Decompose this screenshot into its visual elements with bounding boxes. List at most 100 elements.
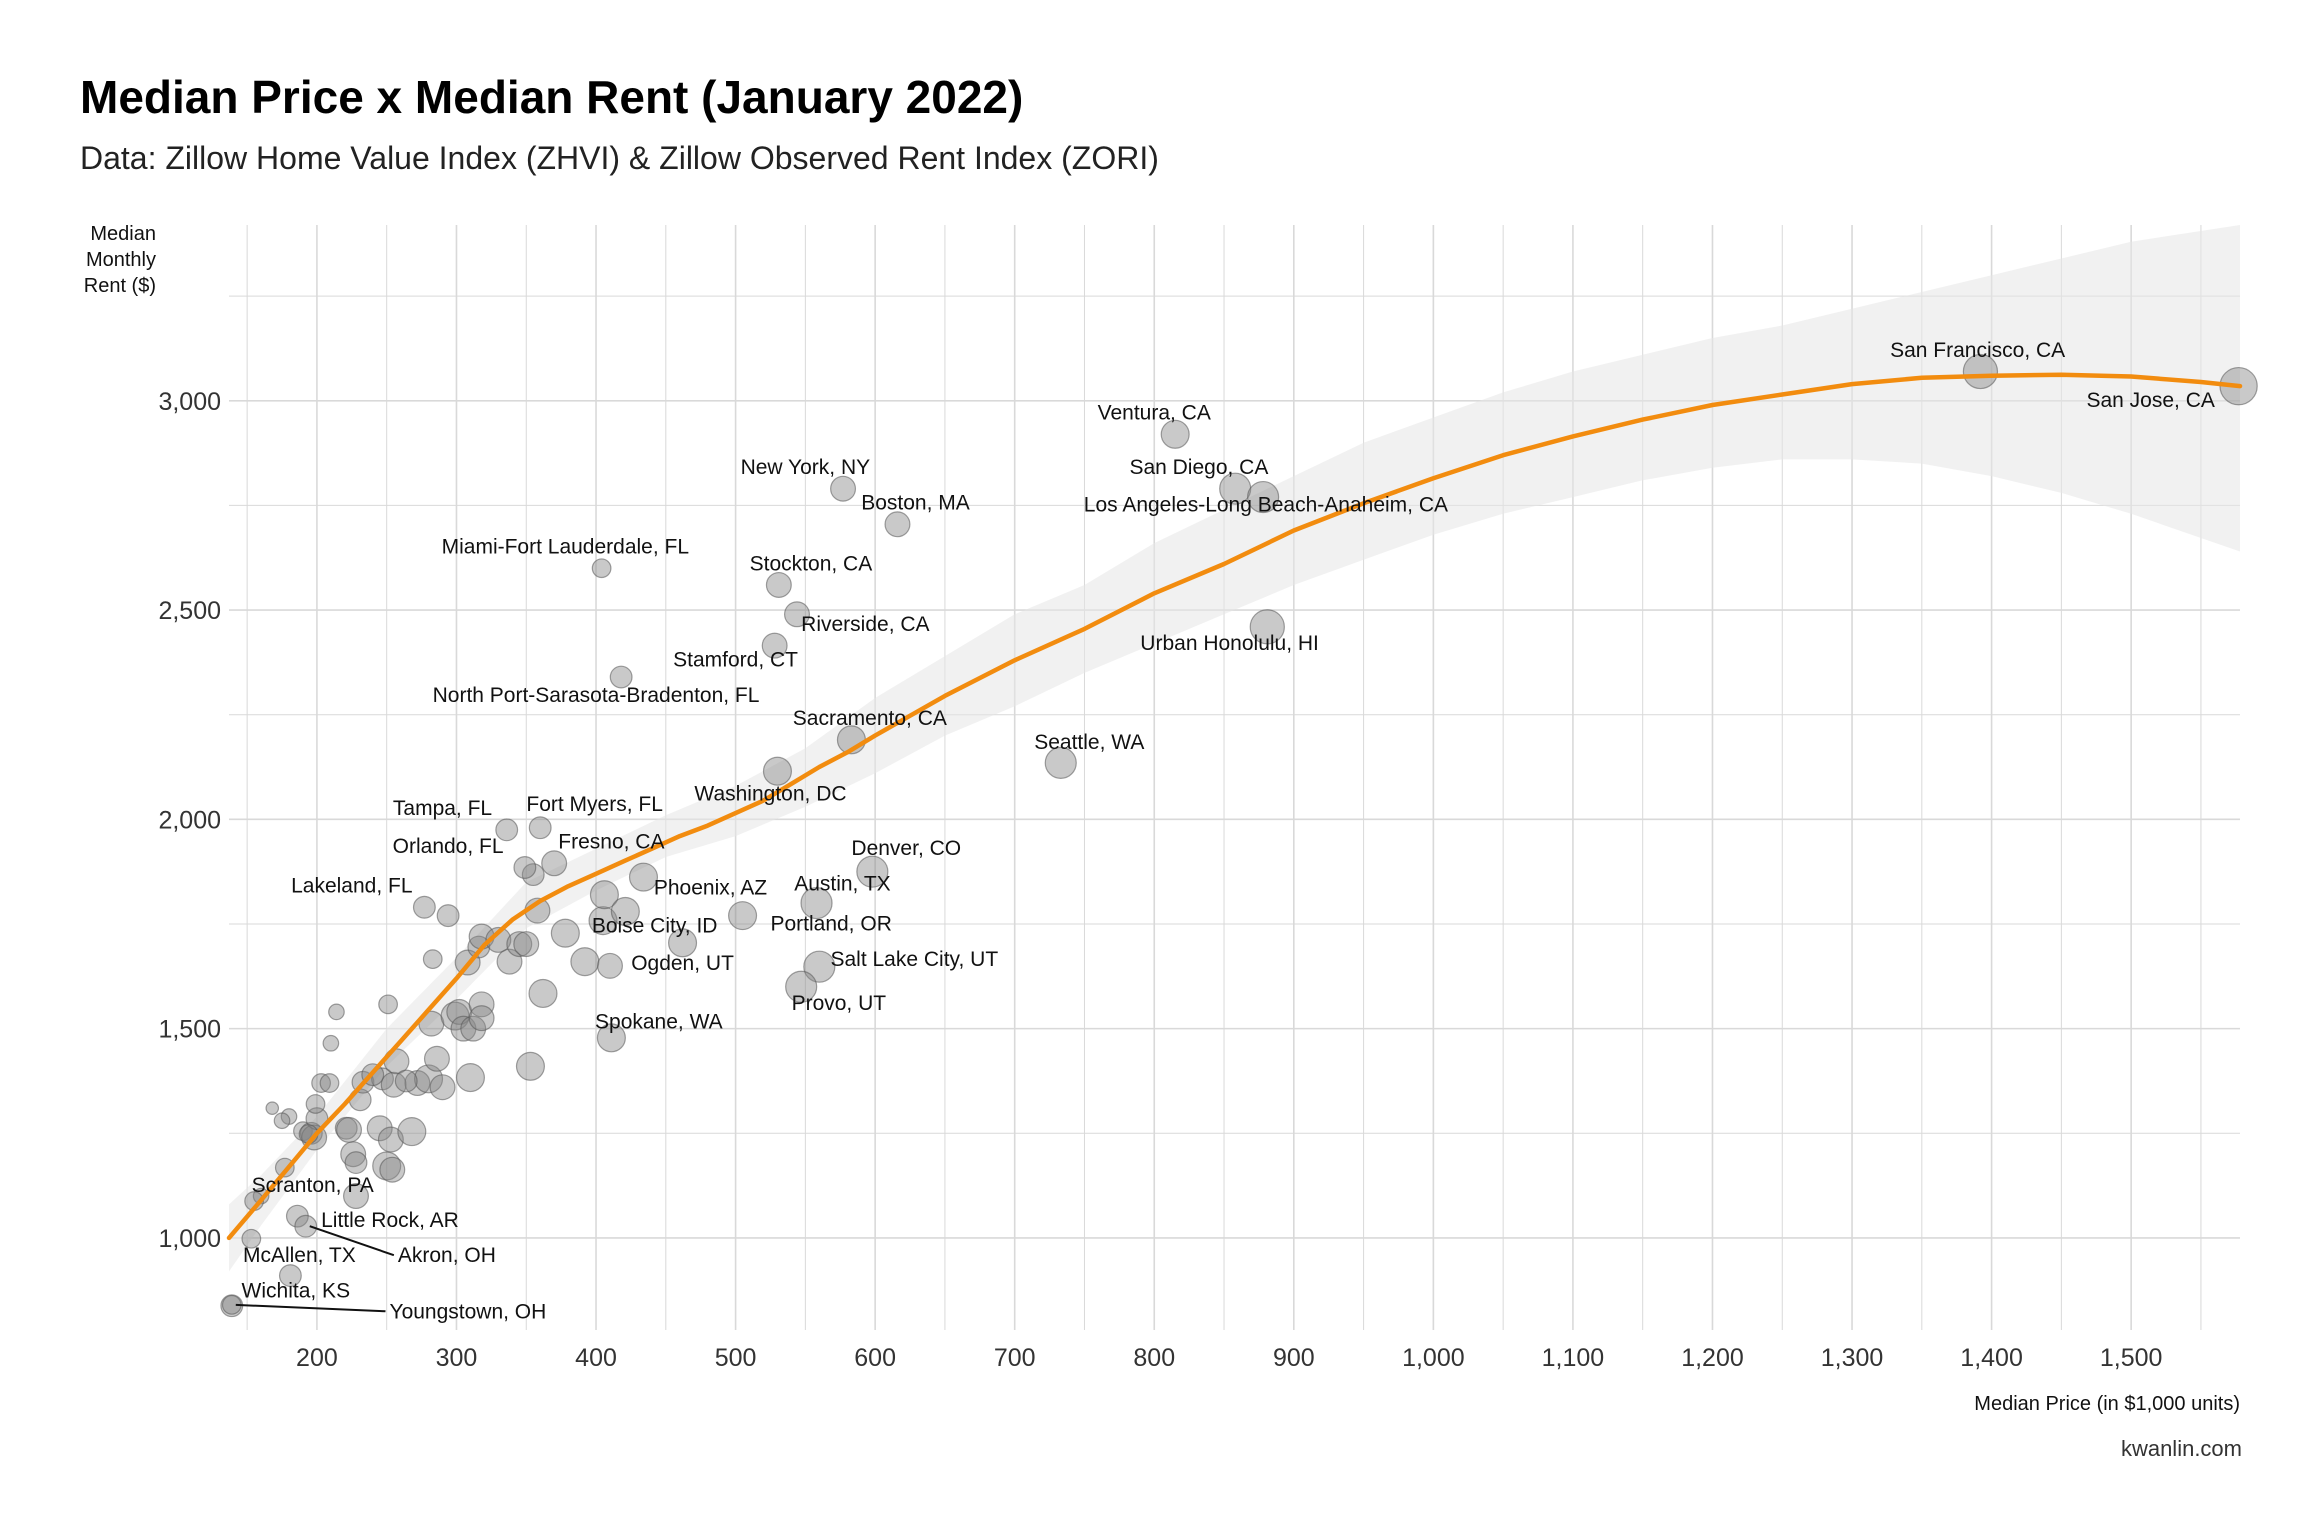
data-points	[220, 353, 2258, 1318]
data-point	[377, 1126, 404, 1153]
data-point-labeled	[785, 970, 818, 1003]
data-point-labeled	[830, 475, 857, 502]
data-point-labeled	[628, 862, 659, 892]
data-point-labeled	[294, 1214, 318, 1238]
leader-line	[309, 1225, 395, 1257]
y-tick-label: 3,000	[158, 388, 221, 416]
data-point-labeled	[728, 901, 758, 931]
data-point	[589, 880, 619, 910]
data-point-labeled	[762, 756, 793, 786]
x-tick-label: 700	[994, 1344, 1036, 1372]
point-label: Lakeland, FL	[291, 875, 412, 898]
point-label: Stockton, CA	[750, 552, 873, 575]
data-point	[344, 1151, 368, 1175]
data-point	[436, 904, 460, 928]
point-label: Akron, OH	[398, 1244, 496, 1267]
data-point	[455, 1063, 485, 1093]
data-point	[506, 931, 533, 958]
point-label: Scranton, PA	[252, 1174, 374, 1197]
leader-line	[235, 1303, 386, 1313]
point-label: Portland, OR	[770, 912, 891, 935]
data-point	[311, 1073, 332, 1093]
data-point	[336, 1116, 363, 1143]
data-point	[328, 1003, 345, 1021]
data-point-labeled	[591, 558, 612, 579]
x-tick-label: 600	[854, 1344, 896, 1372]
point-label: Boise City, ID	[592, 914, 718, 937]
point-label: McAllen, TX	[243, 1244, 356, 1267]
y-axis-title-line: Monthly	[86, 249, 156, 271]
point-label: Salt Lake City, UT	[830, 948, 998, 971]
data-point	[588, 906, 618, 936]
data-point-labeled	[765, 571, 792, 598]
data-point	[342, 1183, 369, 1210]
point-label: Sacramento, CA	[793, 707, 947, 730]
data-point	[468, 1005, 495, 1032]
x-tick-label: 1,000	[1402, 1344, 1465, 1372]
data-point-labeled	[1962, 353, 1999, 390]
point-label: Stamford, CT	[673, 649, 798, 672]
confidence-band-area	[229, 225, 2240, 1272]
data-point-labeled	[513, 856, 537, 879]
data-point-labeled	[800, 886, 833, 920]
data-point	[380, 1071, 407, 1098]
x-tick-label: 400	[575, 1344, 617, 1372]
point-label: Austin, TX	[794, 873, 891, 896]
data-point-labeled	[1249, 609, 1285, 645]
data-point	[278, 1264, 302, 1288]
y-axis-title-line: Rent ($)	[84, 275, 156, 297]
data-point	[485, 926, 512, 953]
chart-title: Median Price x Median Rent (January 2022…	[80, 71, 1024, 123]
x-tick-label: 800	[1133, 1344, 1175, 1372]
confidence-band	[229, 225, 2240, 1272]
y-tick-label: 2,000	[158, 806, 221, 834]
point-label: Urban Honolulu, HI	[1140, 632, 1319, 655]
data-point-labeled	[1160, 419, 1190, 449]
x-tick-label: 500	[715, 1344, 757, 1372]
point-label: San Francisco, CA	[1890, 339, 2065, 362]
x-axis-title: Median Price (in $1,000 units)	[1974, 1393, 2240, 1415]
data-point-labeled	[761, 632, 788, 659]
data-point	[528, 978, 558, 1009]
data-point-labeled	[412, 895, 436, 919]
point-label: Washington, DC	[694, 783, 846, 806]
data-point	[378, 994, 398, 1015]
data-point	[319, 1073, 340, 1093]
x-tick-label: 1,400	[1960, 1344, 2023, 1372]
point-label: Denver, CO	[851, 837, 961, 860]
point-label: San Diego, CA	[1129, 456, 1268, 479]
x-tick-label: 200	[296, 1344, 338, 1372]
y-tick-label: 1,000	[158, 1225, 221, 1253]
data-point	[550, 918, 580, 948]
x-tick-label: 1,300	[1821, 1344, 1884, 1372]
data-point	[305, 1094, 326, 1114]
chart-subtitle: Data: Zillow Home Value Index (ZHVI) & Z…	[80, 140, 1159, 176]
point-label: Seattle, WA	[1034, 731, 1144, 754]
data-point	[570, 947, 600, 977]
data-point	[273, 1112, 291, 1130]
axes: 200 300 400 500 600 700 800 900 1,000 1,100 1,200 1…	[84, 223, 2240, 1415]
data-point	[322, 1034, 340, 1052]
data-point-labeled	[541, 850, 568, 877]
data-point	[379, 1156, 406, 1183]
data-point	[397, 1117, 427, 1147]
point-label: Fresno, CA	[558, 831, 664, 854]
data-point	[515, 1051, 545, 1081]
data-point-labeled	[596, 1023, 626, 1053]
data-point	[467, 935, 491, 959]
caption: kwanlin.com	[2120, 1436, 2242, 1461]
data-point	[468, 991, 495, 1018]
data-point	[394, 1069, 418, 1093]
point-label: Provo, UT	[792, 992, 887, 1015]
data-point-labeled	[241, 1228, 262, 1249]
data-point	[610, 896, 640, 926]
point-label: Riverside, CA	[801, 613, 929, 636]
point-label: Ventura, CA	[1098, 402, 1211, 425]
point-label: Los Angeles-Long Beach-Anaheim, CA	[1084, 494, 1448, 517]
point-label: Orlando, FL	[393, 835, 504, 858]
data-point-labeled	[1247, 480, 1280, 514]
x-tick-label: 300	[436, 1344, 478, 1372]
data-point	[340, 1141, 367, 1168]
data-point-labeled	[596, 952, 623, 979]
y-tick-label: 2,500	[158, 597, 221, 625]
